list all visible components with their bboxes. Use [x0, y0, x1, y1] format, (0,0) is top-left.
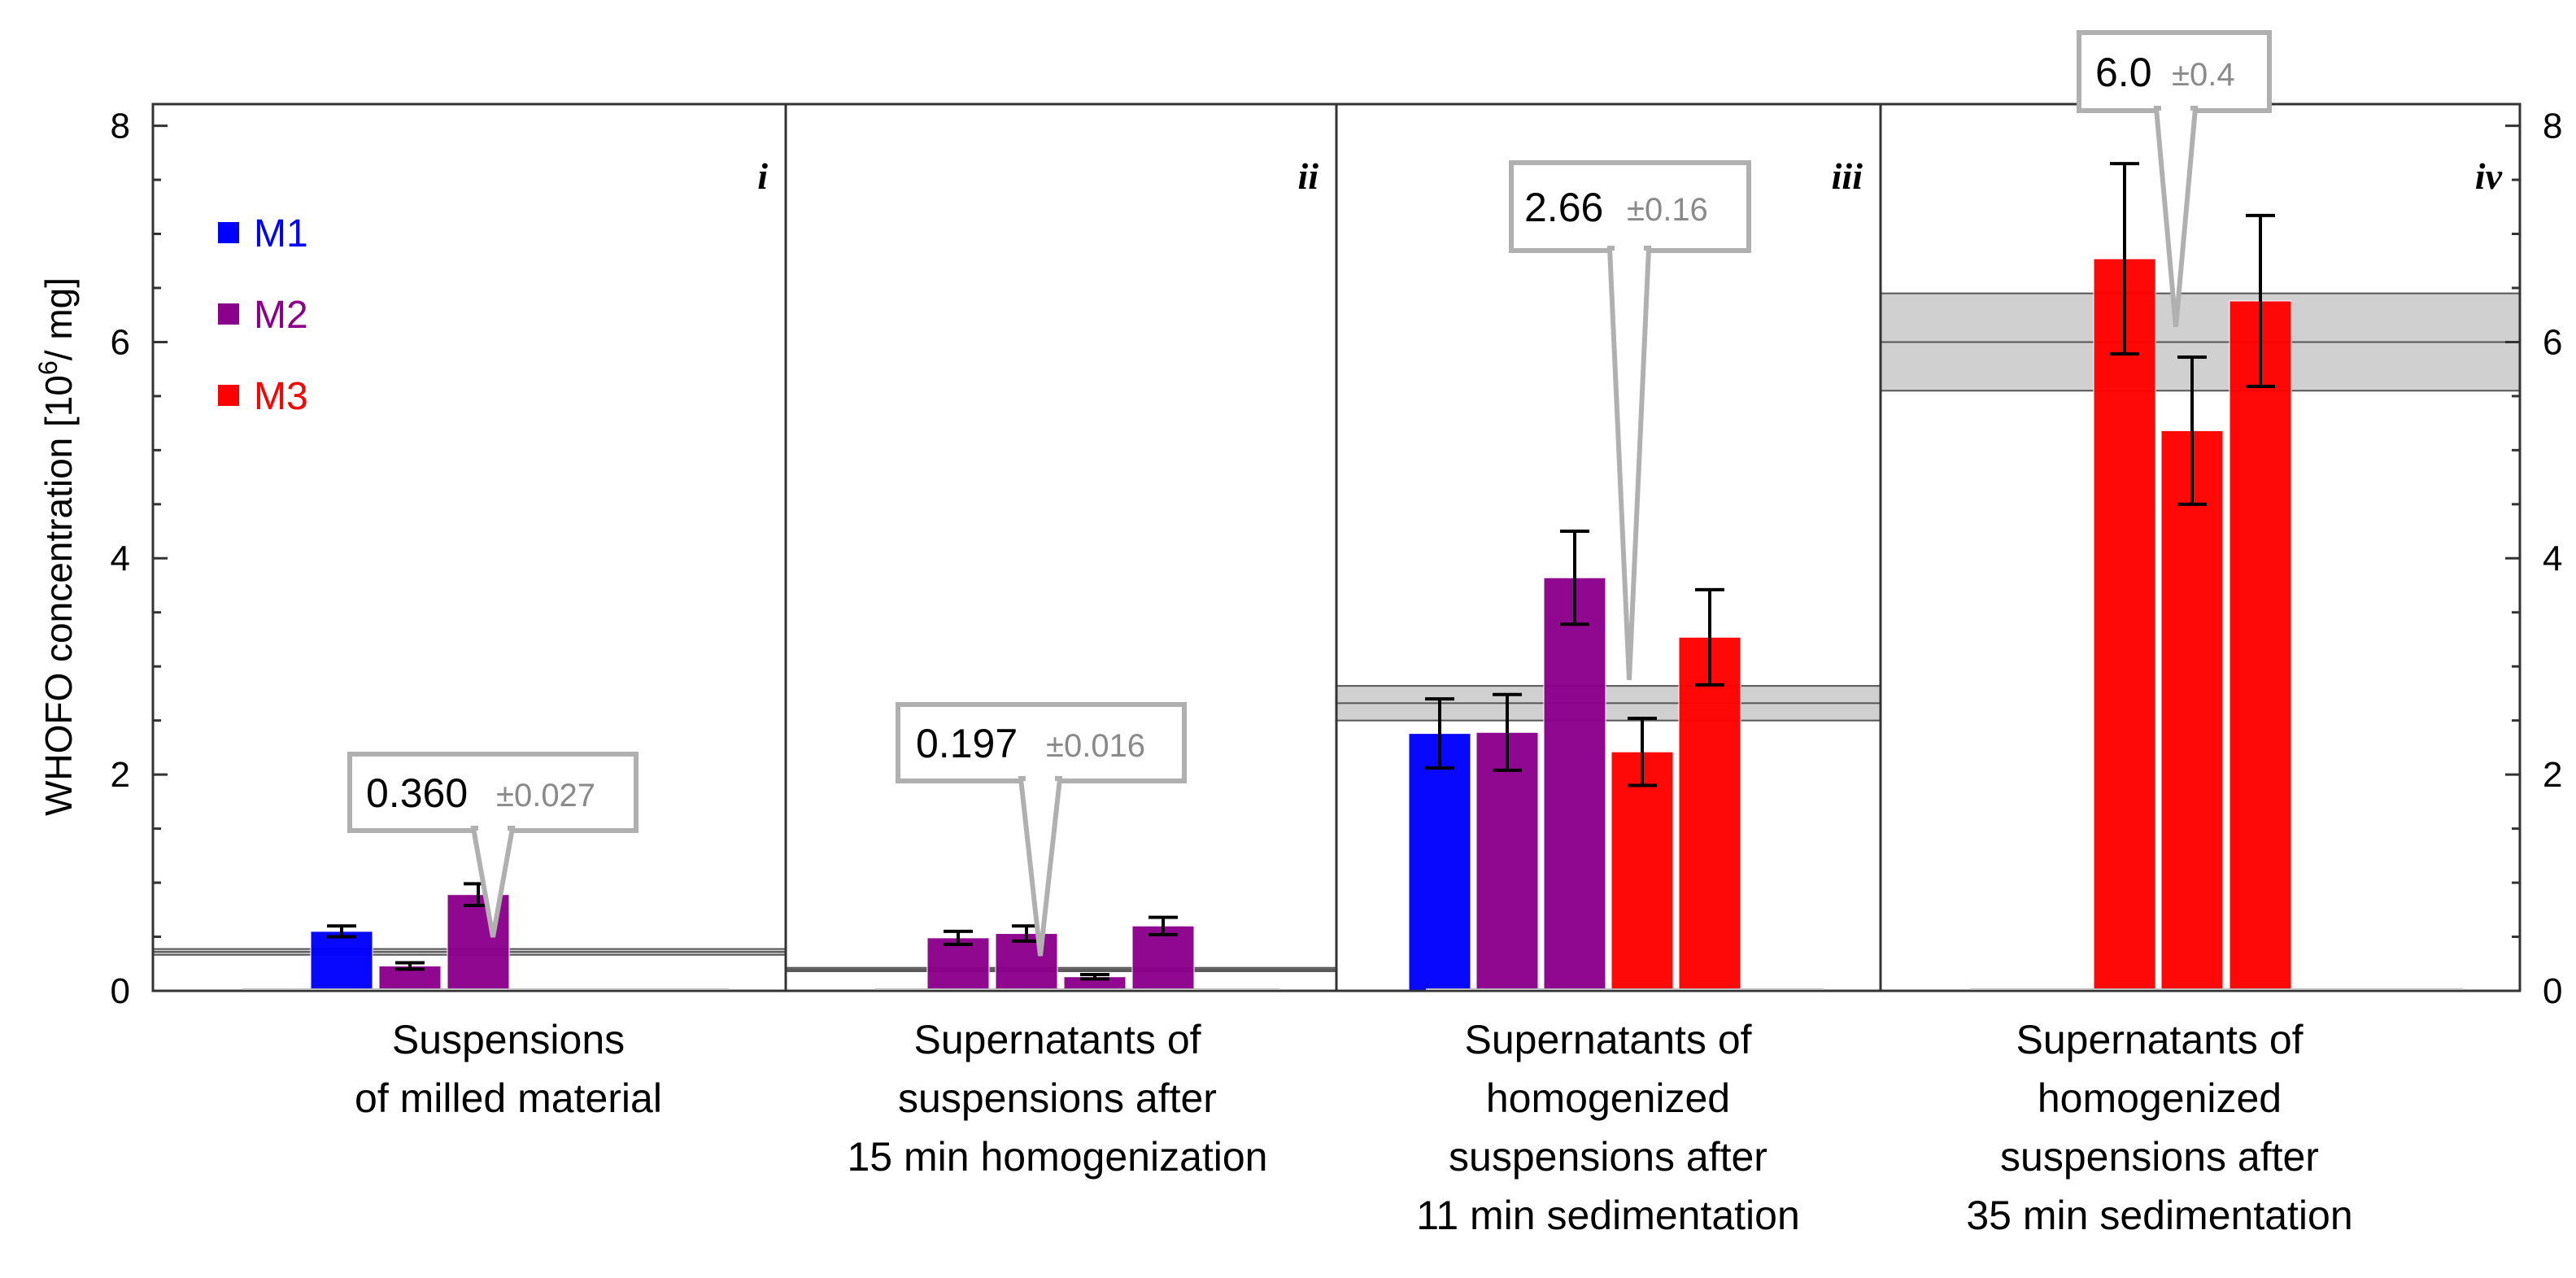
- callout-ii: 0.197 ±0.016: [896, 702, 1187, 957]
- callout-iv: 6.0 ±0.4: [2077, 30, 2272, 328]
- callout-mean-value: 6.0: [2095, 50, 2152, 95]
- error-bar-iii-4: [1628, 717, 1657, 787]
- caption-ii-line-3: 15 min homogenization: [848, 1134, 1268, 1180]
- y-axis-title: WHOFO concentration [106/ mg]: [33, 277, 80, 816]
- callout-mean-value: 0.197: [916, 721, 1018, 766]
- callouts-layer: 0.360 ±0.027 0.197 ±0.016 2.66 ±0.16 6.0 ±0.4: [347, 30, 2272, 957]
- bar-iii-4-m3: [1611, 751, 1674, 992]
- callout-i: 0.360 ±0.027: [347, 752, 639, 938]
- legend-swatch-m3: [218, 385, 239, 406]
- error-bar-ii-3: [1080, 973, 1109, 981]
- bar-iii-2-m2: [1475, 731, 1539, 992]
- error-bar-iii-2: [1493, 692, 1522, 772]
- caption-ii-line-1: Supernatants of: [913, 1017, 1201, 1062]
- bars-layer: [310, 162, 2292, 992]
- y-tick-label-left: 8: [111, 107, 130, 146]
- error-bar-iii-3: [1560, 530, 1589, 626]
- panel-tag-ii: ii: [1297, 155, 1319, 197]
- y-tick-label-right: 8: [2543, 107, 2562, 146]
- y-tick-label-left: 6: [111, 322, 130, 362]
- legend-label-m2: M2: [254, 294, 308, 337]
- caption-iv-line-1: Supernatants of: [2016, 1017, 2303, 1062]
- y-tick-label-left: 0: [111, 971, 130, 1011]
- legend-swatch-m2: [218, 303, 239, 325]
- error-bar-ii-4: [1149, 915, 1178, 936]
- caption-i-line-2: of milled material: [355, 1075, 662, 1121]
- y-tick-label-right: 6: [2543, 322, 2562, 362]
- error-bar-iv-2: [2177, 355, 2207, 506]
- bar-iii-5-m3: [1678, 636, 1741, 992]
- panel-tag-iii: iii: [1832, 155, 1863, 197]
- error-bar-iv-1: [2110, 162, 2139, 356]
- caption-ii-line-2: suspensions after: [898, 1075, 1217, 1121]
- bar-iii-3-m2: [1543, 577, 1606, 992]
- caption-iii-line-1: Supernatants of: [1464, 1017, 1751, 1062]
- axes-layer: [151, 103, 2522, 992]
- callout-mean-value: 0.360: [366, 770, 468, 816]
- panel-tag-i: i: [757, 155, 768, 197]
- y-tick-label-right: 4: [2543, 539, 2562, 578]
- caption-iv-line-3: suspensions after: [2000, 1134, 2319, 1180]
- panel-tag-iv: iv: [2475, 155, 2503, 197]
- callout-error-value: ±0.027: [496, 778, 595, 813]
- callout-box: [896, 702, 1187, 783]
- caption-iv-line-2: homogenized: [2038, 1075, 2282, 1121]
- error-bar-i-1: [327, 924, 356, 939]
- callout-box: [2077, 30, 2272, 113]
- callout-error-value: ±0.16: [1627, 192, 1708, 228]
- callout-box: [347, 752, 639, 833]
- bar-iv-3-m3: [2229, 300, 2292, 992]
- bar-ii-4-m2: [1131, 925, 1195, 992]
- callout-iii: 2.66 ±0.16: [1509, 160, 1751, 681]
- legend-label-m1: M1: [254, 212, 308, 255]
- callout-mean-value: 2.66: [1524, 185, 1603, 230]
- y-tick-label-left: 4: [111, 539, 130, 578]
- error-bar-iii-5: [1695, 587, 1724, 687]
- labels-layer: 0 0 2 2 4 4 6 6 8 8 WHOFO concentration [106/ mg] i…: [33, 107, 2562, 1238]
- y-tick-label-left: 2: [111, 755, 130, 795]
- error-bar-iv-3: [2246, 213, 2275, 388]
- bar-iv-1-m3: [2093, 258, 2156, 992]
- callout-error-value: ±0.4: [2172, 57, 2235, 93]
- error-bar-i-2: [395, 961, 425, 971]
- bar-iii-1-m1: [1408, 733, 1471, 992]
- caption-iii-line-4: 11 min sedimentation: [1416, 1193, 1800, 1238]
- y-tick-label-right: 2: [2543, 755, 2562, 795]
- y-tick-label-right: 0: [2543, 971, 2562, 1011]
- bar-iv-2-m3: [2160, 430, 2224, 992]
- error-bar-ii-1: [944, 929, 973, 946]
- callout-pointer: [1606, 246, 1652, 681]
- caption-i-line-1: Suspensions: [392, 1017, 625, 1062]
- callout-error-value: ±0.016: [1046, 728, 1145, 764]
- caption-iii-line-2: homogenized: [1486, 1075, 1730, 1121]
- caption-iii-line-3: suspensions after: [1449, 1134, 1767, 1180]
- caption-iv-line-4: 35 min sedimentation: [1966, 1193, 2352, 1238]
- legend-label-m3: M3: [254, 375, 308, 418]
- legend-swatch-m1: [218, 222, 239, 243]
- error-bar-iii-1: [1425, 697, 1454, 770]
- bar-i-1-m1: [310, 931, 373, 992]
